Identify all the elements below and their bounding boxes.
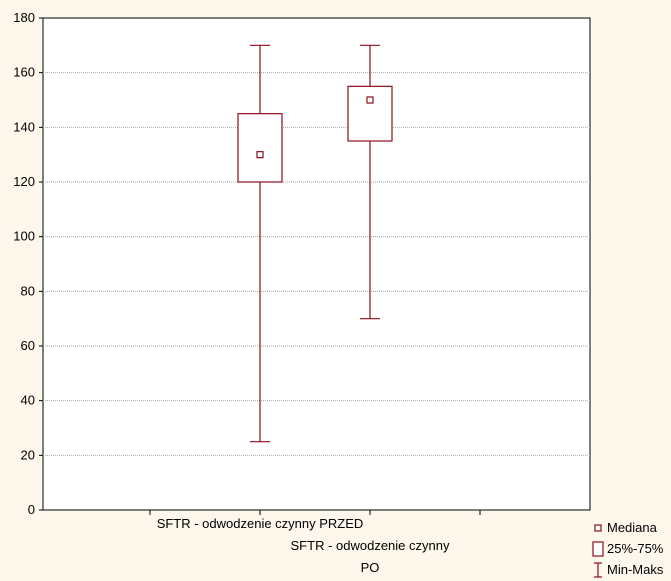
legend-box-icon [592,541,604,557]
y-tick-label: 120 [13,174,35,189]
legend-item-median: Mediana [594,520,658,535]
y-axis: 0 20 40 60 80 100 120 140 160 180 [13,10,43,517]
y-tick-label: 140 [13,119,35,134]
legend-item-box: 25%-75% [592,541,664,557]
y-tick-label: 80 [21,283,35,298]
box-series-item [237,44,283,443]
y-tick-label: 100 [13,229,35,244]
category-labels: SFTR - odwodzenie czynny PRZED SFTR - odw… [157,516,450,575]
legend-median-icon [594,524,602,532]
x-axis [149,510,481,515]
y-tick-label: 0 [28,502,35,517]
iqr-box [347,85,393,142]
box-series-item [347,44,393,320]
median-marker [366,96,374,104]
category-label: SFTR - odwodzenie czynny [291,538,450,553]
box-series [237,44,393,443]
legend-label: 25%-75% [607,541,664,556]
iqr-box [237,113,283,183]
plot-area [42,17,591,511]
legend-label: Mediana [607,520,658,535]
category-label: SFTR - odwodzenie czynny PRZED [157,516,364,531]
y-tick-label: 180 [13,10,35,25]
category-label: PO [361,560,380,575]
median-marker [256,151,264,159]
y-tick-label: 160 [13,65,35,80]
legend-item-whisker: Min-Maks [594,562,664,578]
y-tick-label: 40 [21,393,35,408]
y-tick-label: 20 [21,447,35,462]
legend-label: Min-Maks [607,562,664,577]
legend: Mediana 25%-75% Min-Maks [592,520,664,578]
y-tick-label: 60 [21,338,35,353]
